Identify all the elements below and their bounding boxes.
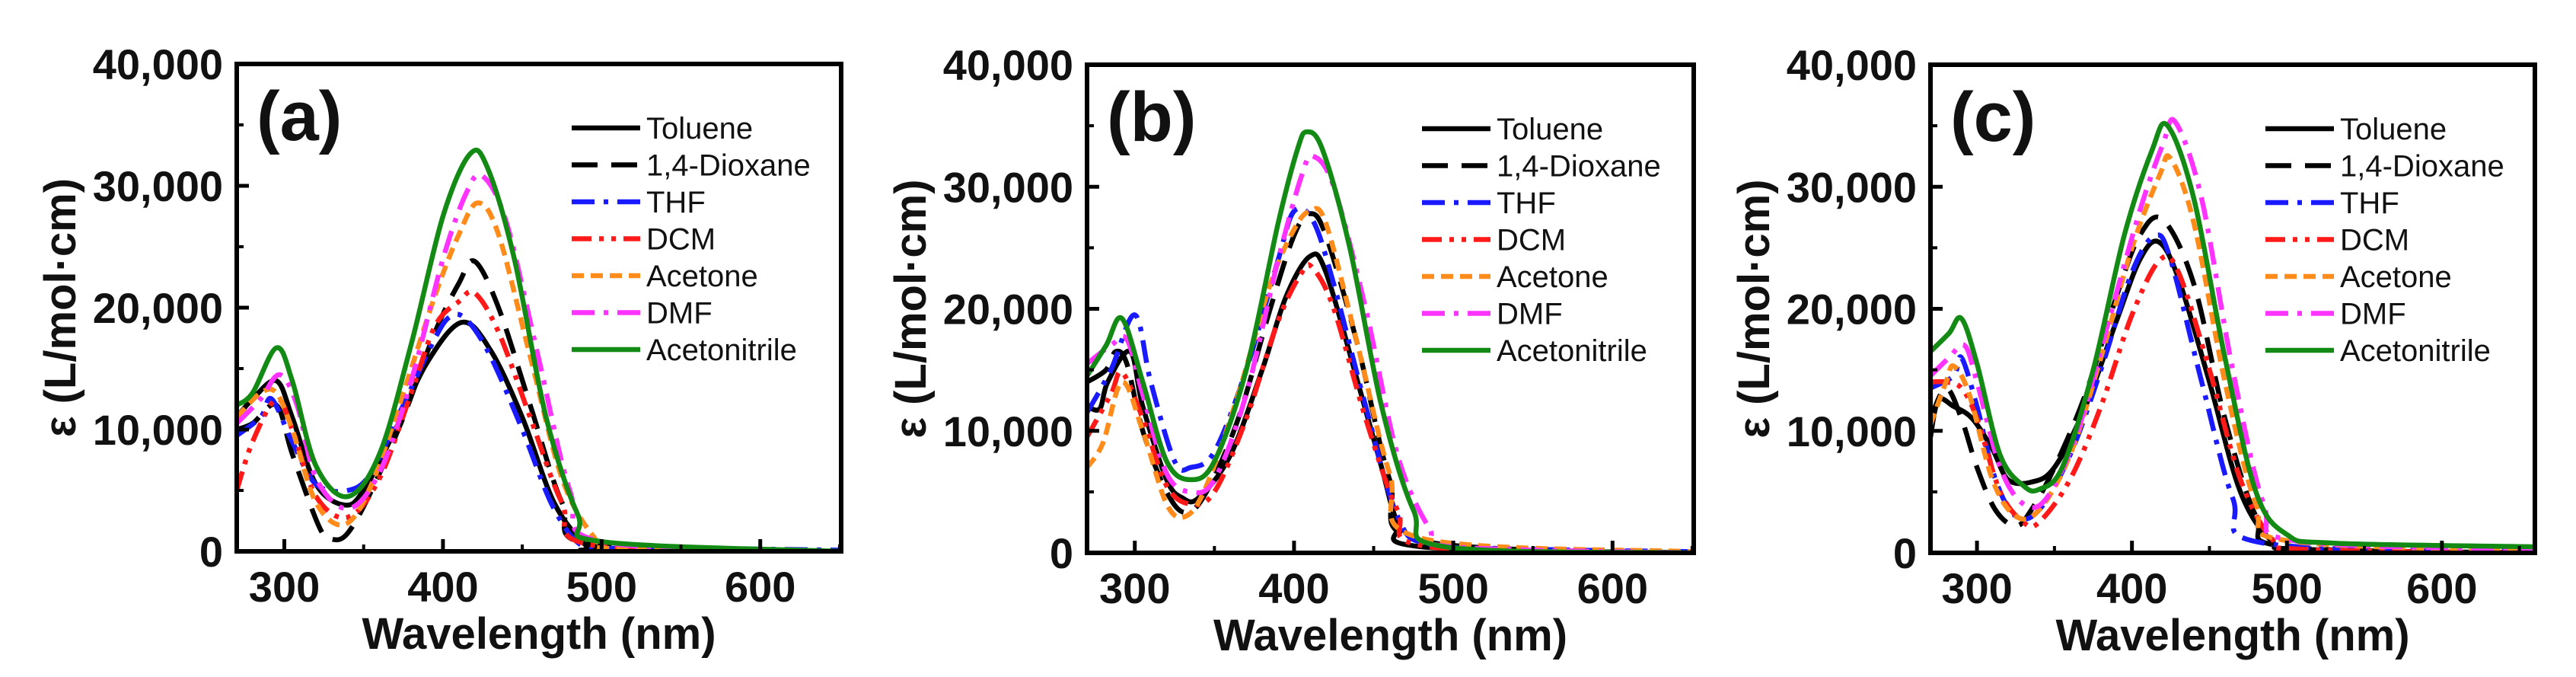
x-tick-label: 600 — [2406, 564, 2477, 612]
x-axis-label: Wavelength (nm) — [362, 609, 716, 659]
y-tick-label: 30,000 — [943, 163, 1073, 211]
x-tick-label: 400 — [2096, 564, 2167, 612]
panel-label: (c) — [1950, 78, 2036, 156]
x-tick-label: 400 — [1258, 564, 1329, 612]
legend-label: DCM — [1497, 224, 1566, 257]
series-line-thf — [1930, 232, 2535, 553]
panel-label: (b) — [1107, 78, 1196, 156]
series-group — [1087, 129, 1693, 553]
y-tick-label: 30,000 — [1787, 163, 1917, 211]
y-tick-label: 30,000 — [93, 162, 223, 210]
y-axis-label: ε (L/mol·cm) — [36, 178, 85, 437]
y-tick-label: 40,000 — [93, 40, 223, 88]
y-tick-label: 0 — [199, 528, 223, 576]
legend-label: Acetone — [2340, 260, 2452, 294]
series-line-acetonitrile — [1930, 120, 2535, 550]
x-tick-label: 500 — [1417, 564, 1488, 612]
y-tick-label: 10,000 — [1787, 407, 1917, 455]
legend-label: Acetone — [1497, 260, 1608, 294]
legend-label: Acetonitrile — [1497, 334, 1647, 368]
series-line-dmf — [1930, 117, 2535, 552]
series-line-thf — [237, 311, 840, 551]
legend-label: THF — [1497, 187, 1556, 220]
series-line-dcm — [1087, 262, 1692, 553]
panel-b: 300 400 500 600 0 10,000 20,000 30,000 40,000 Wav… — [886, 41, 1696, 660]
y-tick-label: 10,000 — [943, 407, 1073, 455]
legend-label: THF — [646, 186, 706, 219]
legend-label: 1,4-Dioxane — [1497, 150, 1661, 184]
x-tick-label: 600 — [1577, 564, 1648, 612]
panel-label: (a) — [257, 78, 342, 155]
y-axis-label: ε (L/mol·cm) — [886, 179, 936, 438]
series-line-dmf — [1087, 153, 1692, 553]
y-tick-label: 10,000 — [93, 406, 223, 454]
legend-label: THF — [2340, 187, 2399, 220]
y-tick-label: 0 — [1050, 529, 1073, 577]
x-tick-label: 300 — [1099, 564, 1170, 612]
series-line-acetonitrile — [1087, 129, 1692, 553]
legend-label: 1,4-Dioxane — [2340, 150, 2504, 184]
x-tick-label: 600 — [725, 563, 795, 611]
x-tick-label: 500 — [566, 563, 637, 611]
panel-c: 300 400 500 600 0 10,000 20,000 30,000 40,000 Wav… — [1730, 41, 2537, 660]
series-line-dcm — [237, 289, 840, 551]
y-tick-label: 20,000 — [943, 286, 1073, 334]
legend-label: Toluene — [2340, 113, 2447, 146]
panel-a: 300 400 500 600 0 10,000 20,000 30,000 40,000 Wav… — [36, 40, 843, 659]
legend-label: Toluene — [646, 112, 753, 145]
x-tick-label: 300 — [249, 563, 320, 611]
series-line-1-4-dioxane — [237, 258, 840, 551]
x-tick-label: 500 — [2252, 564, 2323, 612]
legend-label: Acetonitrile — [646, 334, 797, 367]
series-group — [1930, 117, 2535, 553]
legend-label: DMF — [646, 297, 713, 331]
series-line-acetone — [237, 200, 840, 551]
series-line-acetonitrile — [237, 147, 840, 551]
legend-label: DCM — [2340, 224, 2409, 257]
legend-label: Toluene — [1497, 113, 1603, 146]
legend-label: 1,4-Dioxane — [646, 149, 811, 183]
legend-label: DMF — [1497, 298, 1563, 331]
y-axis-label: ε (L/mol·cm) — [1730, 179, 1779, 438]
y-tick-label: 0 — [1893, 529, 1917, 577]
x-axis-label: Wavelength (nm) — [2055, 611, 2409, 660]
y-tick-label: 40,000 — [943, 41, 1073, 89]
legend-label: Acetonitrile — [2340, 334, 2491, 368]
x-tick-label: 400 — [407, 563, 478, 611]
y-tick-label: 20,000 — [1787, 286, 1917, 334]
x-tick-label: 300 — [1941, 564, 2012, 612]
legend-label: DCM — [646, 223, 716, 257]
y-tick-label: 20,000 — [93, 284, 223, 332]
legend-label: DMF — [2340, 298, 2406, 331]
legend-label: Acetone — [646, 260, 758, 293]
y-tick-label: 40,000 — [1787, 41, 1917, 89]
x-axis-label: Wavelength (nm) — [1213, 611, 1567, 660]
series-line-acetone — [1930, 153, 2535, 553]
